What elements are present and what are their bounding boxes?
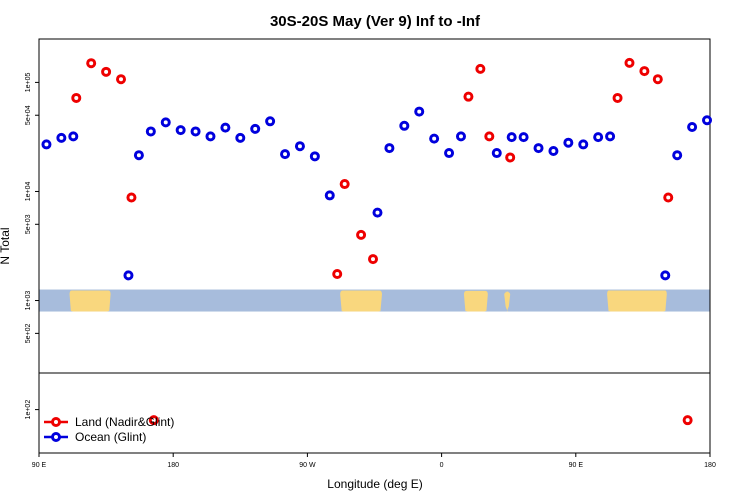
y-tick-label: 1e+04 <box>25 182 32 202</box>
ocean-point <box>660 270 671 281</box>
ocean-point <box>578 139 589 150</box>
ocean-point <box>605 131 616 142</box>
ocean-point <box>384 143 395 154</box>
ocean-point <box>563 137 574 148</box>
ocean-point <box>372 207 383 218</box>
x-tick-label: 180 <box>167 462 179 469</box>
ocean-point <box>414 106 425 117</box>
ocean-point <box>399 120 410 131</box>
land-point <box>682 415 693 426</box>
y-tick-label: 1e+02 <box>25 400 32 420</box>
legend-marker-land <box>51 417 61 427</box>
ocean-point <box>123 270 134 281</box>
land-point <box>126 192 137 203</box>
ocean-point <box>593 132 604 143</box>
x-tick-label: 90 E <box>32 462 47 469</box>
x-axis-label: Longitude (deg E) <box>327 477 422 491</box>
ocean-point <box>672 150 683 161</box>
land-point <box>116 74 127 85</box>
land-point <box>101 66 112 77</box>
ocean-point <box>429 133 440 144</box>
y-tick-label: 1e+05 <box>25 72 32 92</box>
ocean-point <box>491 148 502 159</box>
ocean-point <box>41 139 52 150</box>
land-point <box>339 179 350 190</box>
plot-frame <box>38 38 711 454</box>
legend-marker-ocean <box>51 432 61 442</box>
legend: Land (Nadir&Glint) Ocean (Glint) <box>44 415 174 444</box>
land-point <box>475 63 486 74</box>
x-tick-label: 90 E <box>569 462 584 469</box>
ocean-point <box>444 148 455 159</box>
x-tick-label: 0 <box>440 462 444 469</box>
ocean-point <box>702 115 713 126</box>
ocean-point <box>133 150 144 161</box>
land-mass <box>504 291 511 312</box>
land-point <box>332 269 343 280</box>
y-tick-label: 1e+03 <box>25 291 32 311</box>
ocean-point <box>455 131 466 142</box>
x-tick-label: 90 W <box>299 462 316 469</box>
ocean-point <box>506 132 517 143</box>
land-point <box>484 131 495 142</box>
y-tick-label: 5e+02 <box>25 323 32 343</box>
y-tick-label: 5e+03 <box>25 214 32 234</box>
land-mass <box>340 290 382 312</box>
chart-title: 30S-20S May (Ver 9) Inf to -Inf <box>270 13 481 30</box>
land-point <box>86 58 97 69</box>
ocean-point <box>56 132 67 143</box>
land-mass <box>69 290 111 312</box>
ocean-point <box>324 190 335 201</box>
x-axis: 90 E 180 90 W 0 90 E 180 <box>32 453 716 469</box>
ocean-point <box>250 123 261 134</box>
y-axis: 1e+02 5e+02 1e+03 5e+03 1e+04 5e+04 1e+05 <box>25 72 39 419</box>
ocean-point <box>68 131 79 142</box>
land-point <box>505 152 516 163</box>
map-strip <box>39 289 710 312</box>
ocean-point <box>205 131 216 142</box>
ocean-point <box>518 132 529 143</box>
ocean-point <box>687 122 698 133</box>
land-point <box>624 57 635 68</box>
land-point <box>652 74 663 85</box>
ocean-point <box>235 132 246 143</box>
ocean-point <box>280 149 291 160</box>
ocean-point <box>548 145 559 156</box>
land-point <box>71 92 82 103</box>
ocean-point <box>190 126 201 137</box>
land-point <box>663 192 674 203</box>
land-point <box>368 254 379 265</box>
ocean-point <box>265 116 276 127</box>
ocean-point <box>309 151 320 162</box>
land-mass <box>607 290 667 312</box>
ocean-point <box>175 125 186 136</box>
ocean-point <box>220 122 231 133</box>
land-point <box>612 92 623 103</box>
land-point <box>463 91 474 102</box>
land-point <box>356 229 367 240</box>
land-point <box>148 415 159 426</box>
ocean-point <box>160 117 171 128</box>
x-tick-label: 180 <box>704 462 716 469</box>
legend-label-ocean: Ocean (Glint) <box>75 430 146 444</box>
ocean-point <box>533 143 544 154</box>
ocean-point <box>145 126 156 137</box>
land-point <box>639 66 650 77</box>
land-mass <box>463 290 488 312</box>
ocean-point <box>294 141 305 152</box>
data-points <box>41 57 713 426</box>
y-tick-label: 5e+04 <box>25 105 32 125</box>
legend-label-land: Land (Nadir&Glint) <box>75 415 174 429</box>
y-axis-label: N Total <box>0 227 12 264</box>
